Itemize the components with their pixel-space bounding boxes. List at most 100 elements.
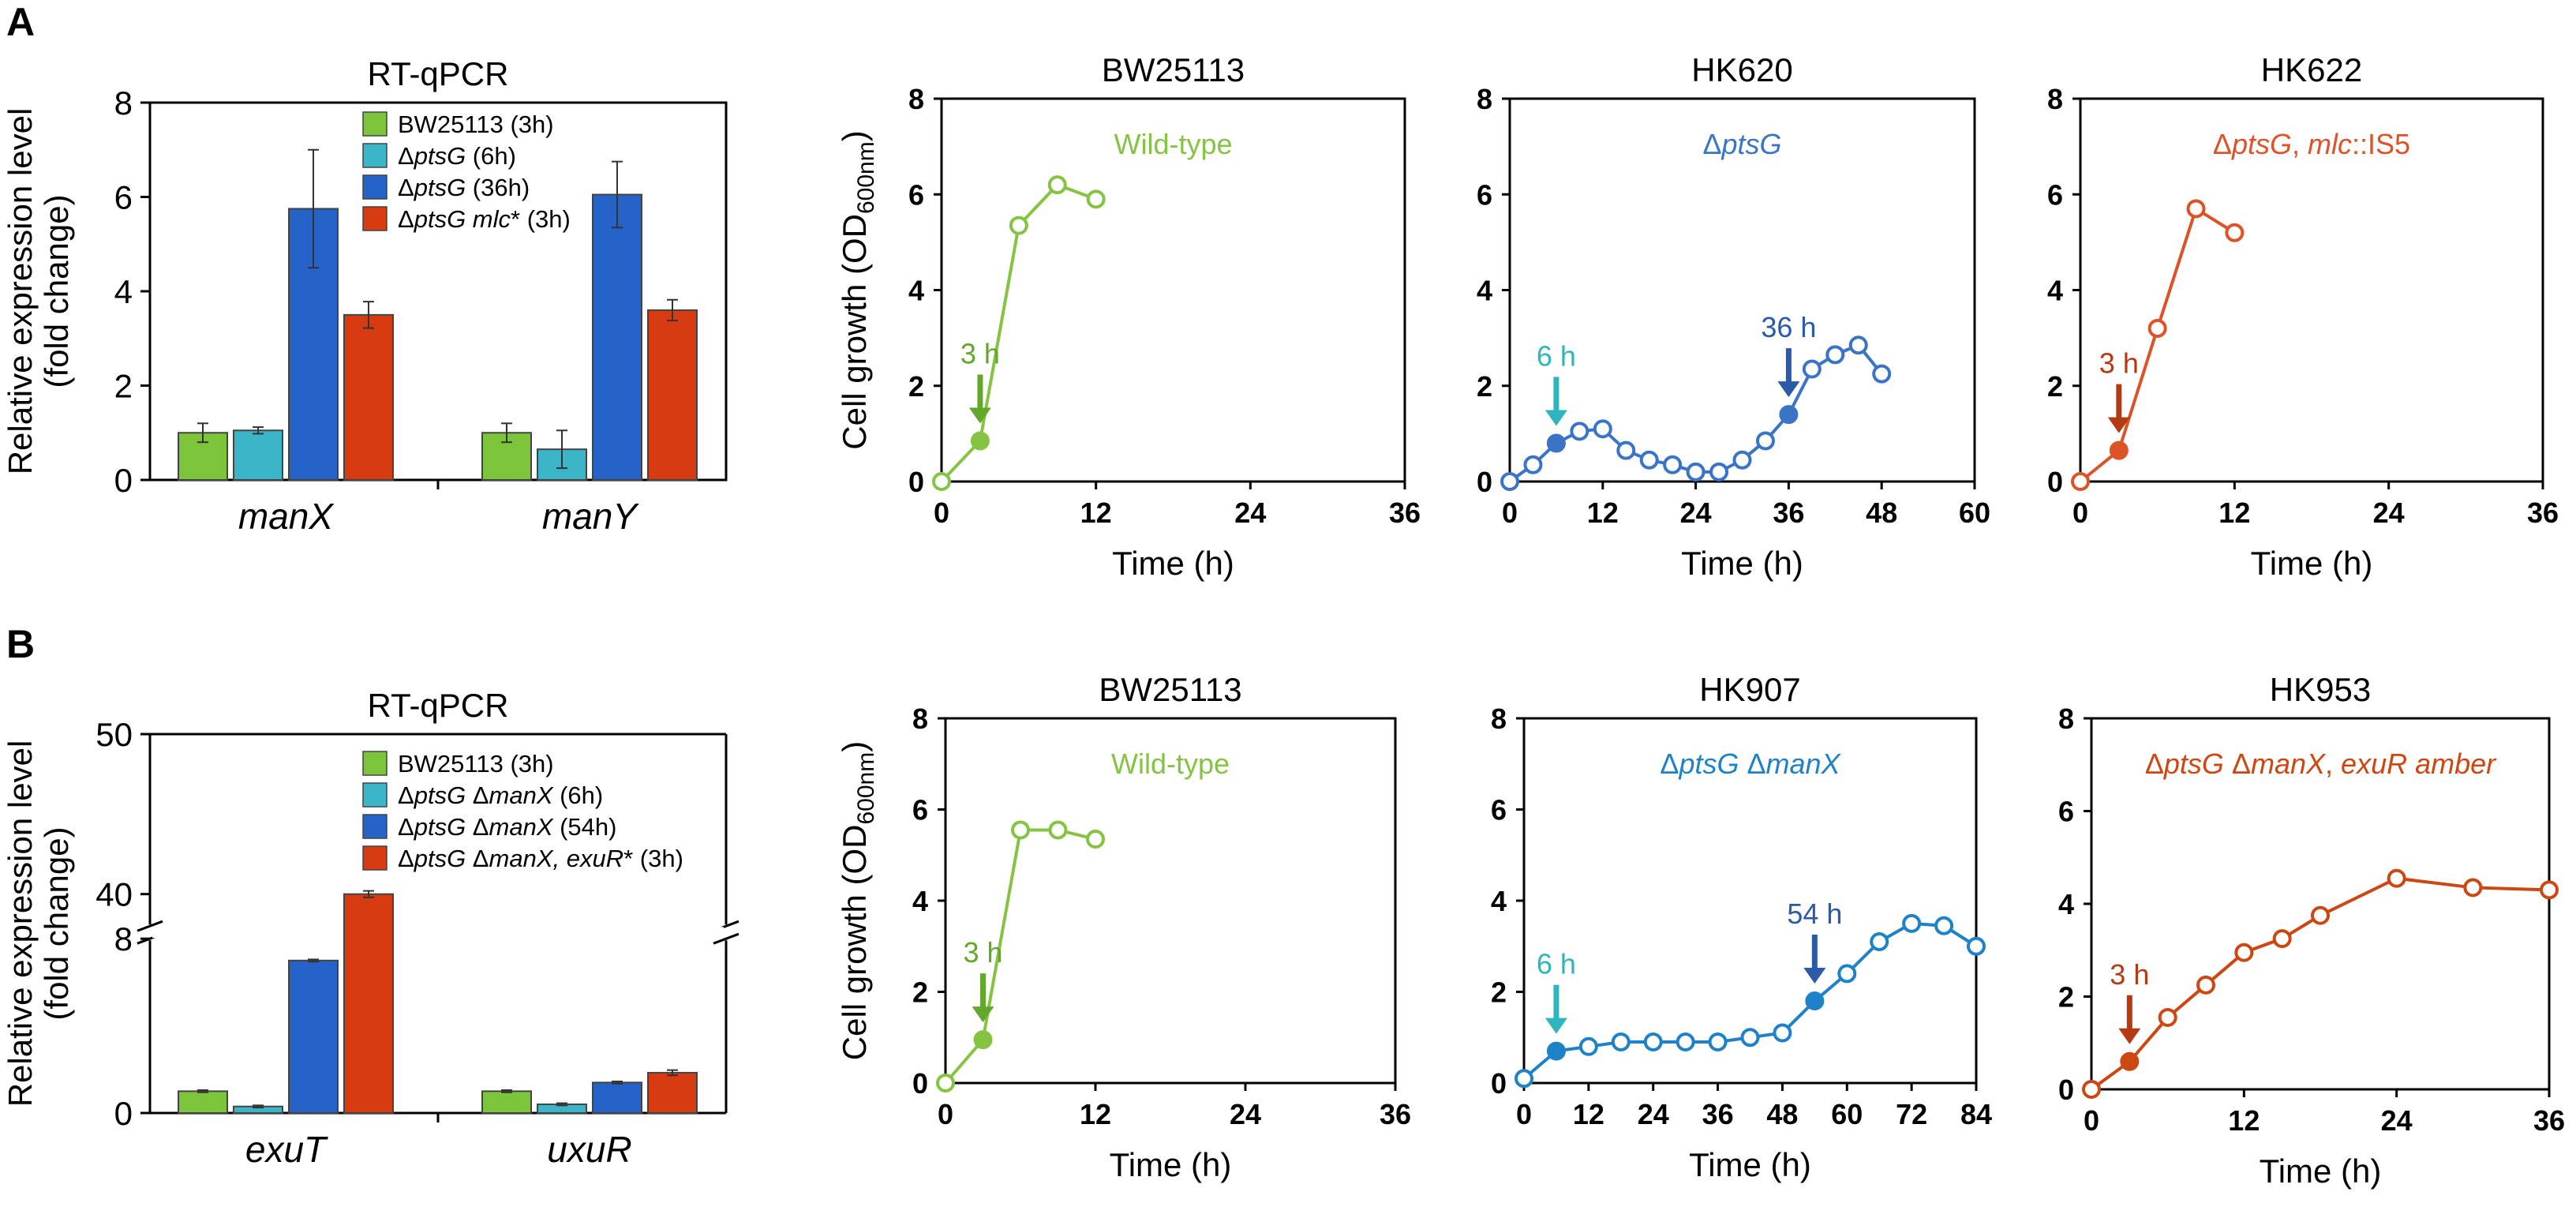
data-point bbox=[1848, 335, 1868, 355]
data-point bbox=[1048, 820, 1068, 840]
bar bbox=[647, 1071, 698, 1114]
data-point bbox=[1663, 455, 1683, 474]
y-tick-label: 0 bbox=[2058, 1074, 2074, 1106]
data-point bbox=[2071, 472, 2090, 491]
data-point-sampled bbox=[2109, 440, 2129, 460]
x-tick-label: 48 bbox=[1766, 1098, 1798, 1130]
data-point bbox=[1708, 1032, 1728, 1052]
x-tick-label: 36 bbox=[1773, 497, 1804, 529]
legend-swatch bbox=[362, 143, 388, 168]
x-axis-title: Time (h) bbox=[1681, 545, 1803, 582]
sampling-arrow-head bbox=[2107, 417, 2130, 433]
data-point bbox=[1500, 472, 1519, 491]
legend-label: BW25113 (3h) bbox=[398, 111, 554, 138]
chart-title: HK620 bbox=[1691, 51, 1792, 88]
x-tick-label: 0 bbox=[1502, 497, 1518, 529]
y-tick-label: 8 bbox=[1477, 83, 1492, 115]
chart-title: BW25113 bbox=[1099, 671, 1241, 708]
bar bbox=[647, 309, 698, 481]
strain-annotation: ΔptsG bbox=[1702, 128, 1781, 160]
x-tick-label: 24 bbox=[2381, 1104, 2413, 1137]
data-point bbox=[1011, 820, 1030, 840]
category-label: manX bbox=[238, 496, 335, 537]
y-tick-label: 2 bbox=[908, 370, 924, 403]
y-tick-label: 0 bbox=[2047, 466, 2063, 498]
y-axis-title: Cell growth (OD600nm) bbox=[836, 741, 879, 1060]
data-point bbox=[2158, 1007, 2177, 1027]
bar bbox=[233, 429, 283, 482]
growth-curve bbox=[2079, 206, 2236, 483]
data-point bbox=[1755, 431, 1775, 451]
x-axis-title: Time (h) bbox=[1112, 545, 1234, 582]
x-axis-title: Time (h) bbox=[2260, 1152, 2382, 1190]
legend-swatch bbox=[362, 751, 388, 776]
y-tick-label: 2 bbox=[912, 976, 928, 1009]
data-point bbox=[936, 1074, 955, 1092]
data-point bbox=[2540, 880, 2559, 900]
strain-annotation: Wild-type bbox=[1114, 128, 1232, 160]
axis-break-mark bbox=[137, 920, 163, 932]
sampling-time-label: 6 h bbox=[1537, 340, 1576, 373]
y-tick-label: 6 bbox=[912, 794, 928, 826]
category-label: manY bbox=[542, 496, 639, 537]
x-tick-label: 36 bbox=[1380, 1098, 1411, 1130]
bar bbox=[288, 959, 339, 1115]
legend-label: BW25113 (3h) bbox=[398, 750, 554, 778]
legend-label: ΔptsG ΔmanX, exuR* (3h) bbox=[398, 845, 683, 872]
sampling-time-label: 54 h bbox=[1787, 898, 1842, 930]
data-point-sampled bbox=[970, 431, 990, 451]
data-point bbox=[1686, 462, 1705, 482]
data-point bbox=[1825, 345, 1845, 365]
x-tick-label: 36 bbox=[2533, 1104, 2565, 1137]
x-tick-label: 0 bbox=[2072, 497, 2088, 529]
data-point bbox=[1709, 462, 1729, 482]
x-tick-label: 84 bbox=[1960, 1098, 1992, 1130]
data-point bbox=[2272, 929, 2292, 949]
x-tick-label: 24 bbox=[1680, 497, 1712, 529]
x-tick-label: 72 bbox=[1896, 1098, 1927, 1130]
legend-swatch bbox=[362, 814, 388, 839]
x-tick-label: 48 bbox=[1866, 497, 1897, 529]
data-point bbox=[1578, 1036, 1598, 1056]
legend-label: ΔptsG mlc* (3h) bbox=[398, 205, 571, 233]
data-point bbox=[2234, 943, 2254, 962]
data-point bbox=[1837, 964, 1857, 984]
data-point-sampled bbox=[1805, 991, 1825, 1011]
y-tick-label: 8 bbox=[114, 920, 133, 958]
y-tick-label: 8 bbox=[912, 703, 928, 735]
bar bbox=[343, 893, 394, 1114]
legend-label: ΔptsG ΔmanX (54h) bbox=[398, 813, 616, 841]
y-tick-label: 6 bbox=[2058, 796, 2074, 828]
data-point bbox=[2147, 319, 2167, 338]
data-point bbox=[2311, 905, 2330, 925]
data-point bbox=[1740, 1028, 1760, 1047]
data-point bbox=[1611, 1032, 1631, 1052]
data-point-sampled bbox=[973, 1030, 993, 1050]
sampling-arrow-head bbox=[1803, 968, 1826, 984]
x-tick-label: 12 bbox=[1587, 497, 1619, 529]
x-tick-label: 24 bbox=[1638, 1098, 1669, 1130]
x-tick-label: 12 bbox=[2228, 1104, 2260, 1137]
y-tick-label: 8 bbox=[2058, 703, 2074, 735]
data-point bbox=[1523, 455, 1543, 474]
data-point bbox=[2186, 199, 2206, 219]
x-tick-label: 24 bbox=[1234, 497, 1266, 529]
x-axis-title: Time (h) bbox=[1110, 1146, 1232, 1183]
data-point bbox=[1515, 1069, 1533, 1089]
x-tick-label: 36 bbox=[1389, 497, 1421, 529]
sampling-arrow-head bbox=[968, 407, 991, 424]
y-tick-label: 2 bbox=[1491, 976, 1507, 1009]
y-tick-label: 4 bbox=[1491, 885, 1507, 917]
legend-swatch bbox=[362, 845, 388, 871]
x-tick-label: 0 bbox=[1516, 1098, 1532, 1130]
y-tick-label: 0 bbox=[908, 466, 924, 498]
y-tick-label: 6 bbox=[114, 179, 133, 216]
y-axis-title: Relative expression level bbox=[2, 740, 39, 1107]
x-tick-label: 36 bbox=[1702, 1098, 1734, 1130]
data-point bbox=[2463, 878, 2483, 898]
legend-swatch bbox=[362, 206, 388, 231]
y-tick-label: 4 bbox=[912, 885, 928, 917]
y-tick-label: 4 bbox=[908, 275, 924, 307]
